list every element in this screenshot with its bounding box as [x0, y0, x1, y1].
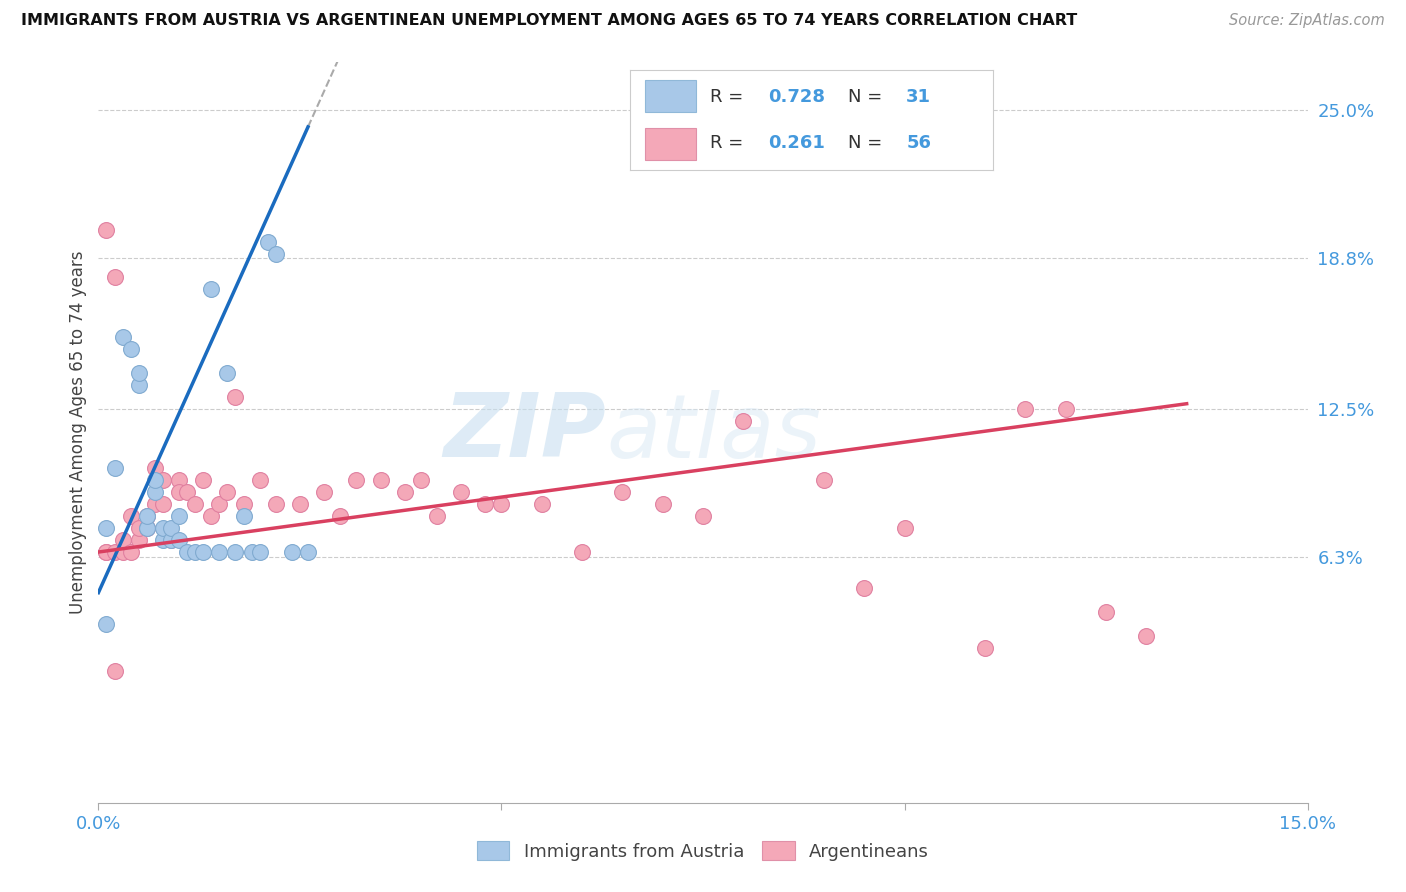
Point — [152, 533, 174, 547]
Point — [256, 235, 278, 249]
Point — [281, 545, 304, 559]
Point — [288, 497, 311, 511]
Point — [103, 461, 125, 475]
Point — [692, 509, 714, 524]
Legend: Immigrants from Austria, Argentineans: Immigrants from Austria, Argentineans — [470, 834, 936, 868]
Point — [143, 461, 166, 475]
Point — [193, 474, 215, 488]
Point — [409, 474, 432, 488]
Point — [120, 545, 142, 559]
Point — [200, 282, 222, 296]
Point — [530, 497, 553, 511]
Point — [232, 497, 254, 511]
Point — [120, 342, 142, 356]
Point — [152, 474, 174, 488]
Point — [329, 509, 352, 524]
Text: atlas: atlas — [606, 390, 821, 475]
Point — [120, 509, 142, 524]
Point — [249, 545, 271, 559]
Point — [249, 474, 271, 488]
Point — [426, 509, 449, 524]
Point — [143, 485, 166, 500]
Point — [96, 521, 118, 535]
Point — [160, 521, 183, 535]
Point — [733, 414, 755, 428]
Point — [167, 474, 190, 488]
Point — [297, 545, 319, 559]
Text: IMMIGRANTS FROM AUSTRIA VS ARGENTINEAN UNEMPLOYMENT AMONG AGES 65 TO 74 YEARS CO: IMMIGRANTS FROM AUSTRIA VS ARGENTINEAN U… — [21, 13, 1077, 29]
Point — [813, 474, 835, 488]
Point — [240, 545, 263, 559]
Point — [152, 521, 174, 535]
Point — [176, 485, 198, 500]
Point — [208, 545, 231, 559]
Point — [224, 545, 246, 559]
Point — [450, 485, 472, 500]
Point — [167, 533, 190, 547]
Point — [128, 377, 150, 392]
Point — [103, 270, 125, 285]
Point — [176, 545, 198, 559]
Point — [160, 533, 183, 547]
Point — [1054, 401, 1077, 416]
Point — [167, 509, 190, 524]
Point — [1135, 629, 1157, 643]
Point — [135, 521, 157, 535]
Point — [344, 474, 367, 488]
Point — [474, 497, 496, 511]
Point — [974, 640, 997, 655]
Point — [184, 545, 207, 559]
Point — [224, 390, 246, 404]
Point — [128, 533, 150, 547]
Point — [232, 509, 254, 524]
Text: Source: ZipAtlas.com: Source: ZipAtlas.com — [1229, 13, 1385, 29]
Point — [103, 665, 125, 679]
Point — [128, 366, 150, 380]
Point — [96, 545, 118, 559]
Point — [96, 616, 118, 631]
Point — [853, 581, 876, 595]
Point — [491, 497, 513, 511]
Y-axis label: Unemployment Among Ages 65 to 74 years: Unemployment Among Ages 65 to 74 years — [69, 251, 87, 615]
Point — [160, 533, 183, 547]
Point — [208, 497, 231, 511]
Point — [370, 474, 392, 488]
Point — [612, 485, 634, 500]
Point — [184, 497, 207, 511]
Point — [111, 533, 134, 547]
Point — [152, 497, 174, 511]
Point — [111, 330, 134, 344]
Point — [167, 485, 190, 500]
Point — [217, 366, 239, 380]
Point — [128, 521, 150, 535]
Point — [651, 497, 673, 511]
Point — [394, 485, 416, 500]
Point — [143, 474, 166, 488]
Point — [103, 545, 125, 559]
Point — [96, 222, 118, 236]
Point — [111, 545, 134, 559]
Point — [143, 497, 166, 511]
Point — [135, 509, 157, 524]
Point — [314, 485, 336, 500]
Point — [264, 246, 287, 260]
Point — [893, 521, 915, 535]
Text: ZIP: ZIP — [443, 389, 606, 476]
Point — [200, 509, 222, 524]
Point — [264, 497, 287, 511]
Point — [217, 485, 239, 500]
Point — [1095, 605, 1118, 619]
Point — [571, 545, 593, 559]
Point — [135, 521, 157, 535]
Point — [1014, 401, 1036, 416]
Point — [135, 509, 157, 524]
Point — [193, 545, 215, 559]
Point — [96, 545, 118, 559]
